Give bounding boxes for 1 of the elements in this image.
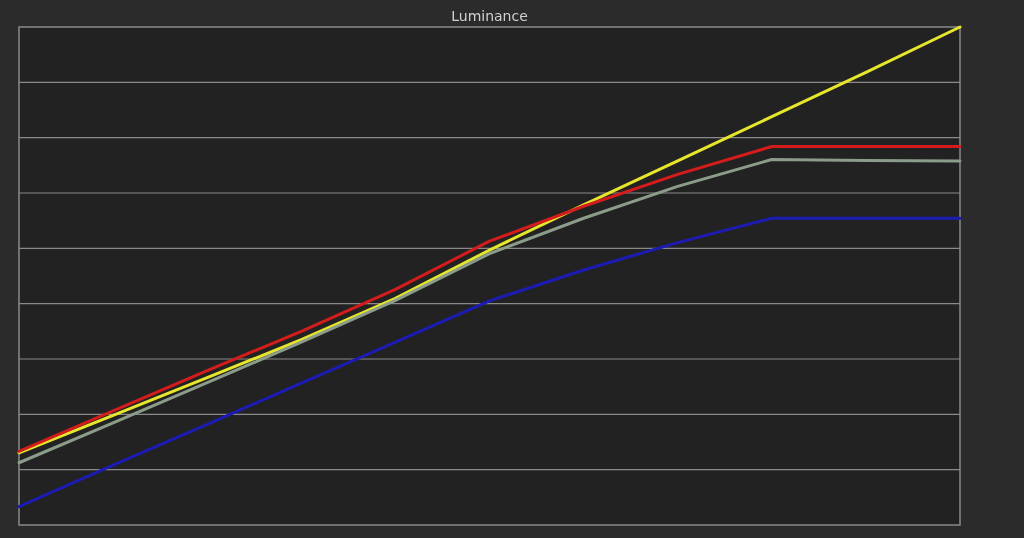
chart-title: Luminance xyxy=(451,8,528,24)
